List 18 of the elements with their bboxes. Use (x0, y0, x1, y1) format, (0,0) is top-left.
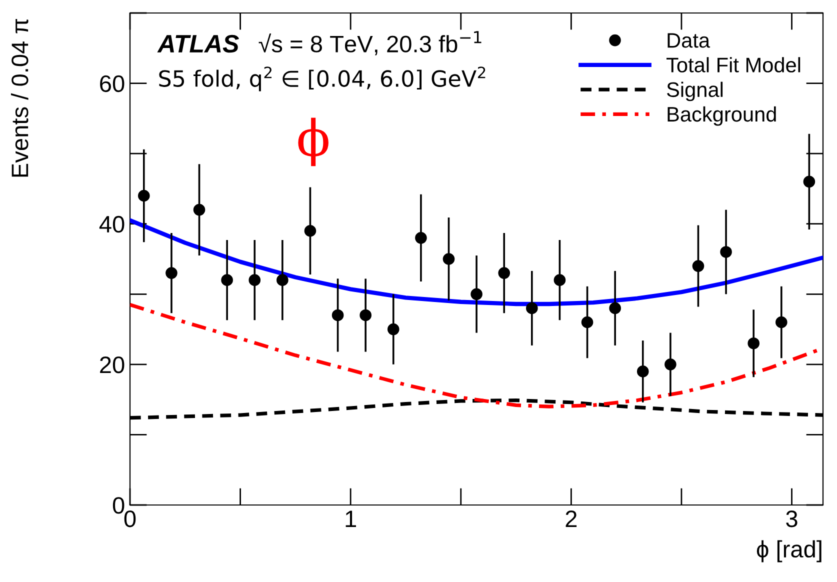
annotation: √s = 8 TeV, 20.3 fb$^{−1}$ (258, 31, 482, 56)
x-axis-title: ϕ [rad] (756, 540, 822, 562)
legend-label: Total Fit Model (666, 57, 800, 72)
legend-label: Data (668, 33, 710, 48)
x-tick-label: 1 (346, 510, 356, 527)
y-tick-label: 20 (100, 356, 124, 374)
x-tick-label: 3 (786, 510, 798, 528)
annotation: ATLAS (157, 34, 239, 53)
y-tick-label: 0 (112, 497, 124, 514)
y-axis-title: Events / 0.04 π (10, 18, 28, 177)
legend-label: Signal (666, 82, 723, 102)
y-tick-label: 40 (99, 216, 124, 233)
x-tick-label: 2 (566, 510, 577, 527)
annotation: ϕ (298, 118, 328, 166)
annotation: S5 fold, q$^{2}$ ∈ [0.04, 6.0] GeV$^{2}$ (159, 66, 486, 92)
x-tick-label: 0 (124, 510, 136, 528)
legend-label: Background (668, 106, 776, 126)
y-tick-label: 60 (100, 75, 124, 92)
